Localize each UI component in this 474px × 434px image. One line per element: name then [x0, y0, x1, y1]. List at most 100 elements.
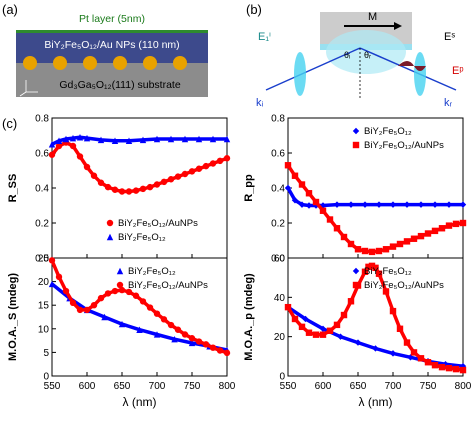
- y-tick-label: 0: [279, 372, 285, 383]
- data-point: [459, 219, 467, 227]
- y-tick-label: 0.2: [35, 219, 49, 230]
- data-point: [305, 329, 313, 336]
- legend-marker: [116, 281, 124, 289]
- data-point: [97, 179, 105, 186]
- legend-marker: [352, 267, 360, 275]
- data-point: [326, 216, 334, 223]
- x-axis-label: λ (nm): [123, 395, 157, 409]
- au-nanoparticles: [23, 56, 187, 70]
- data-point: [319, 325, 327, 332]
- data-point: [302, 315, 309, 323]
- data-point: [459, 366, 467, 374]
- data-point: [403, 339, 411, 346]
- data-point: [174, 173, 182, 180]
- data-point: [305, 190, 313, 197]
- data-point: [365, 263, 372, 271]
- reflected-beam: [359, 47, 457, 91]
- data-point: [368, 248, 376, 256]
- data-point: [132, 292, 140, 299]
- data-point: [160, 316, 168, 323]
- data-point: [375, 201, 383, 208]
- series-1: [48, 139, 231, 195]
- data-point: [333, 225, 341, 232]
- data-point: [153, 135, 161, 143]
- data-point: [118, 188, 126, 195]
- data-point: [111, 287, 119, 295]
- data-point: [153, 181, 161, 188]
- data-point: [216, 157, 224, 165]
- data-point: [375, 247, 383, 255]
- y-tick-label: 0.8: [271, 114, 285, 125]
- data-point: [445, 364, 453, 372]
- data-point: [69, 134, 77, 142]
- data-point: [188, 339, 196, 347]
- legend-label: BiY₂Fe₅O₁₂/AuNPs: [364, 140, 444, 151]
- x-tick-label: 600: [315, 381, 332, 392]
- data-point: [97, 136, 105, 144]
- series-line: [51, 135, 227, 146]
- legend-marker: [116, 267, 124, 275]
- legend-marker: [352, 281, 360, 289]
- data-point: [452, 220, 460, 228]
- x-axis-label: λ (nm): [359, 395, 393, 409]
- magnetization-arrowhead: [394, 22, 402, 30]
- legend-label: BiY₂Fe₅O₁₂: [364, 266, 412, 277]
- y-axis-label: M.O.A._S (mdeg): [7, 273, 19, 361]
- M-label: M: [368, 11, 377, 23]
- data-point: [76, 153, 84, 160]
- data-point: [209, 344, 217, 351]
- data-point: [284, 162, 292, 169]
- data-point: [209, 160, 217, 167]
- data-point: [125, 188, 133, 195]
- data-point: [298, 323, 306, 331]
- y-tick-label: 15: [38, 301, 50, 312]
- data-point: [76, 306, 84, 314]
- data-point: [333, 201, 341, 208]
- x-tick-label: 800: [455, 381, 472, 392]
- legend-label: BiY₂Fe₅O₁₂: [128, 266, 176, 277]
- data-point: [389, 243, 397, 250]
- data-point: [368, 262, 376, 270]
- data-point: [209, 135, 217, 143]
- au-np: [23, 56, 37, 70]
- data-point: [83, 163, 91, 171]
- data-point: [403, 201, 411, 208]
- data-point: [171, 335, 178, 343]
- data-point: [417, 201, 425, 208]
- legend-label: BiY₂Fe₅O₁₂: [118, 232, 166, 243]
- x-tick-label: 700: [385, 381, 402, 392]
- data-point: [139, 185, 147, 193]
- data-point: [284, 303, 292, 311]
- legend-label: BiY₂Fe₅O₁₂: [364, 126, 412, 137]
- reflected-wave: [414, 52, 426, 96]
- x-tick-label: 550: [280, 381, 297, 392]
- data-point: [347, 201, 355, 208]
- data-point: [97, 294, 105, 302]
- data-point: [146, 183, 154, 191]
- series-2: [284, 262, 467, 374]
- data-point: [76, 134, 84, 141]
- au-np: [113, 56, 127, 70]
- E-s-label: Eˢ: [444, 31, 455, 43]
- plot-frame: [51, 257, 228, 377]
- data-point: [55, 137, 63, 144]
- data-point: [202, 162, 210, 170]
- data-point: [48, 257, 56, 264]
- data-point: [223, 135, 231, 143]
- data-point: [452, 365, 460, 373]
- data-point: [459, 201, 467, 208]
- data-point: [312, 331, 320, 338]
- data-point: [55, 273, 63, 281]
- data-point: [319, 202, 327, 209]
- data-point: [298, 201, 306, 208]
- series-2: [48, 257, 231, 357]
- data-point: [389, 350, 397, 357]
- E-p-label: Eᵖ: [452, 65, 464, 77]
- data-point: [195, 165, 203, 172]
- data-point: [340, 311, 348, 319]
- panel-c-charts: 0.00.20.40.60.8R_SSBiY₂Fe₅O₁₂/AuNPsBiY₂F…: [7, 114, 472, 410]
- legend: BiY₂Fe₅O₁₂ BiY₂Fe₅O₁₂/AuNPs: [352, 126, 444, 151]
- incident-wave: [294, 52, 306, 96]
- data-point: [136, 326, 143, 333]
